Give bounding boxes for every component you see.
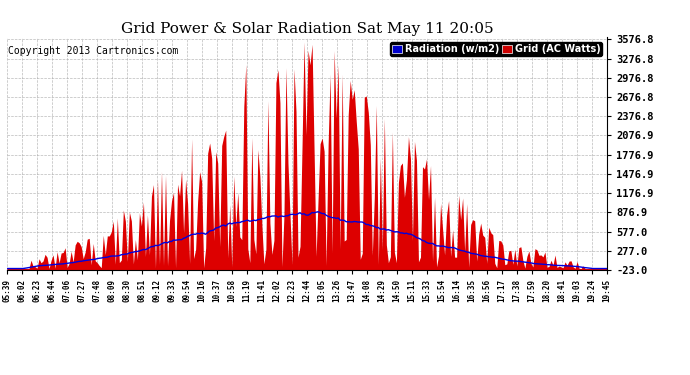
Legend: Radiation (w/m2), Grid (AC Watts): Radiation (w/m2), Grid (AC Watts) [390,42,602,56]
Title: Grid Power & Solar Radiation Sat May 11 20:05: Grid Power & Solar Radiation Sat May 11 … [121,22,493,36]
Text: Copyright 2013 Cartronics.com: Copyright 2013 Cartronics.com [8,46,179,56]
